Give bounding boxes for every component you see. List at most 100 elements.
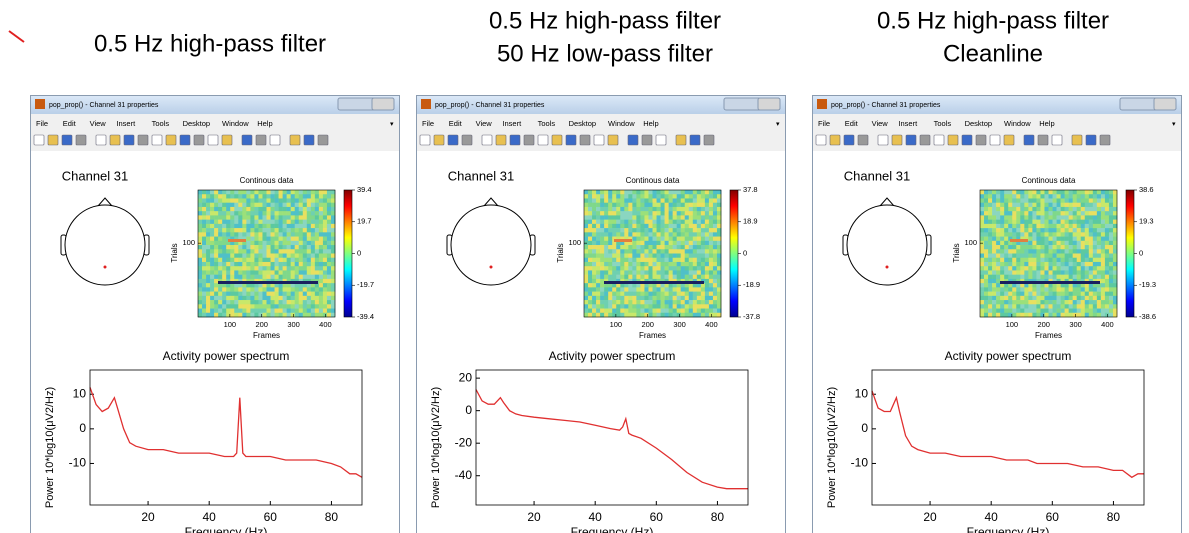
heatmap-cell <box>665 270 669 275</box>
heatmap-cell <box>600 313 604 318</box>
heatmap-cell <box>206 203 210 208</box>
heatmap-cell <box>584 220 588 225</box>
heatmap-cell <box>657 270 661 275</box>
heatmap-cell <box>636 245 640 250</box>
heatmap-cell <box>713 313 717 318</box>
heatmap-cell <box>661 237 665 242</box>
heatmap-cell <box>271 270 275 275</box>
heatmap-cell <box>1057 266 1061 271</box>
heatmap-cell <box>705 292 709 297</box>
toolbar-icon <box>704 135 714 145</box>
heatmap-cell <box>604 249 608 254</box>
heatmap-cell <box>1036 245 1040 250</box>
heatmap-cell <box>311 254 315 259</box>
heatmap-cell <box>669 220 673 225</box>
heatmap-cell <box>303 292 307 297</box>
heatmap-cell <box>588 270 592 275</box>
heatmap-cell <box>238 220 242 225</box>
heatmap-cell <box>1016 194 1020 199</box>
heatmap-cell <box>242 292 246 297</box>
heatmap-cell <box>238 203 242 208</box>
heatmap-cell <box>1044 203 1048 208</box>
window-title: pop_prop() - Channel 31 properties <box>49 102 159 109</box>
heatmap-cell <box>246 287 250 292</box>
heatmap-cell <box>1036 237 1040 242</box>
heatmap-cell <box>311 228 315 233</box>
heatmap-cell <box>319 313 323 318</box>
heatmap-cell <box>705 313 709 318</box>
heatmap-cell <box>1044 309 1048 314</box>
heatmap-cell <box>1049 215 1053 220</box>
heatmap-cell <box>1061 313 1065 318</box>
heatmap-cell <box>717 211 721 216</box>
heatmap-cell <box>632 254 636 259</box>
heatmap-cell <box>673 245 677 250</box>
heatmap-cell <box>1036 262 1040 267</box>
heatmap-cell <box>214 279 218 284</box>
heatmap-cell <box>1069 287 1073 292</box>
heatmap-cell <box>258 228 262 233</box>
heatmap-cell <box>258 198 262 203</box>
heatmap-cell <box>299 215 303 220</box>
heatmap-cell <box>1057 304 1061 309</box>
heatmap-cell <box>632 249 636 254</box>
heatmap-cell <box>657 275 661 280</box>
heatmap-cell <box>210 296 214 301</box>
heatmap-cell <box>210 304 214 309</box>
heatmap-cell <box>1113 275 1117 280</box>
heatmap-cell <box>992 245 996 250</box>
heatmap-cell <box>1053 203 1057 208</box>
heatmap-cell <box>206 279 210 284</box>
heatmap-cell <box>1000 237 1004 242</box>
heatmap-cell <box>315 245 319 250</box>
heatmap-cell <box>206 258 210 263</box>
heatmap-cell <box>677 198 681 203</box>
heatmap-cell <box>588 190 592 195</box>
heatmap-cell <box>620 194 624 199</box>
heatmap-cell <box>1032 300 1036 305</box>
heatmap-cell <box>988 304 992 309</box>
heatmap-cell <box>258 194 262 199</box>
heatmap-stripe <box>1000 281 1100 284</box>
heatmap-cell <box>210 283 214 288</box>
heatmap-cell <box>246 313 250 318</box>
heatmap-cell <box>299 228 303 233</box>
heatmap-cell <box>713 275 717 280</box>
heatmap-cell <box>661 304 665 309</box>
heatmap-cell <box>299 211 303 216</box>
heatmap-cell <box>681 237 685 242</box>
heatmap-cell <box>287 228 291 233</box>
heatmap-cell <box>1085 194 1089 199</box>
heatmap-cell <box>1000 211 1004 216</box>
heatmap-cell <box>665 241 669 246</box>
heatmap-cell <box>1093 258 1097 263</box>
heatmap-cell <box>1028 211 1032 216</box>
heatmap-cell <box>258 237 262 242</box>
heatmap-cell <box>238 287 242 292</box>
heatmap-cell <box>988 207 992 212</box>
heatmap-cell <box>279 262 283 267</box>
heatmap-cell <box>218 241 222 246</box>
heatmap-cell <box>210 237 214 242</box>
heatmap-cell <box>689 275 693 280</box>
heatmap-cell <box>279 232 283 237</box>
heatmap-cell <box>588 194 592 199</box>
heatmap-cell <box>1000 292 1004 297</box>
heatmap-cell <box>254 224 258 229</box>
heatmap-cell <box>1061 228 1065 233</box>
heatmap-cell <box>1016 190 1020 195</box>
heatmap-cell <box>1109 283 1113 288</box>
spectrum-title: Activity power spectrum <box>163 349 290 363</box>
heatmap-cell <box>323 292 327 297</box>
heatmap-cell <box>1077 237 1081 242</box>
heatmap-cell <box>608 249 612 254</box>
heatmap-cell <box>1032 203 1036 208</box>
heatmap-cell <box>303 207 307 212</box>
heatmap-cell <box>616 215 620 220</box>
heatmap-cell <box>246 249 250 254</box>
heatmap-cell <box>1049 266 1053 271</box>
heatmap-cell <box>267 241 271 246</box>
heatmap-cell <box>653 211 657 216</box>
heatmap-cell <box>1105 275 1109 280</box>
heatmap-cell <box>202 249 206 254</box>
